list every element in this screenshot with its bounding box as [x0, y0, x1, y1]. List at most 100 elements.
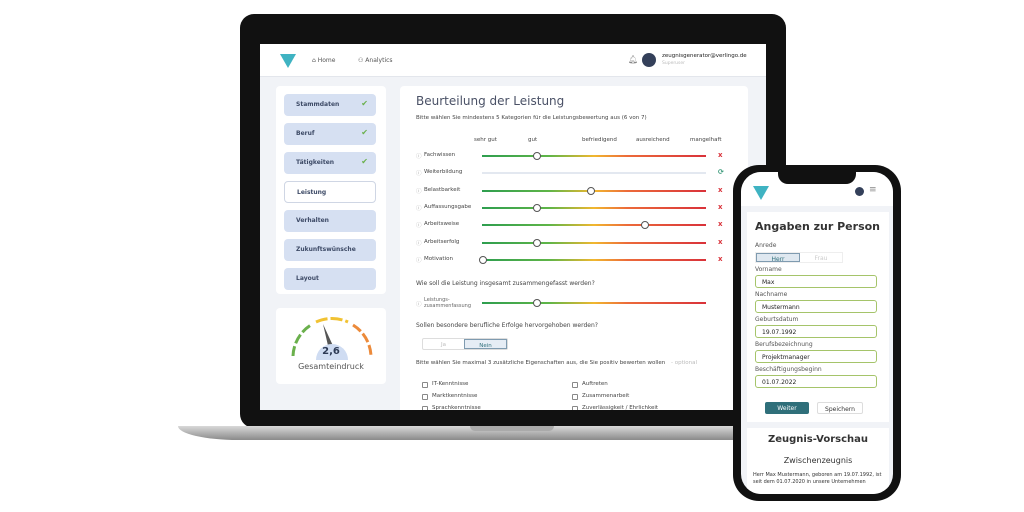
- check-icon: ✔: [361, 157, 368, 166]
- traits-question-wrap: Bitte wählen Sie maximal 3 zusätzliche E…: [416, 360, 741, 367]
- save-button[interactable]: Speichern: [817, 402, 863, 414]
- slider-knob[interactable]: [641, 221, 649, 230]
- remove-icon[interactable]: x: [718, 202, 723, 211]
- user-role: Superuser: [662, 61, 685, 66]
- overall-gauge: 2,6 Gesamteindruck: [276, 308, 386, 384]
- step-1[interactable]: Beruf ✔: [284, 123, 376, 145]
- slider-knob[interactable]: [587, 186, 595, 195]
- anrede-herr[interactable]: Herr: [756, 253, 800, 263]
- step-3[interactable]: Leistung: [284, 181, 376, 203]
- phone-topbar: ≡: [741, 172, 893, 206]
- slider-knob[interactable]: [533, 238, 541, 247]
- rating-slider[interactable]: [482, 221, 706, 230]
- slider-knob[interactable]: [479, 255, 487, 264]
- info-icon: ⓘ: [416, 223, 422, 230]
- rating-slider[interactable]: [482, 172, 706, 175]
- field-input[interactable]: Mustermann: [755, 300, 877, 313]
- performance-panel: Beurteilung der Leistung Bitte wählen Si…: [400, 86, 748, 410]
- optional-hint: - optional: [671, 360, 698, 366]
- category-label: Arbeitsweise: [424, 221, 460, 228]
- preview-title: Zeugnis-Vorschau: [767, 434, 869, 445]
- step-label: Leistung: [297, 189, 327, 196]
- step-label: Stammdaten: [296, 101, 340, 108]
- info-icon: ⓘ: [416, 240, 422, 247]
- person-title: Angaben zur Person: [755, 220, 881, 233]
- preview-subtitle: Zwischenzeugnis: [783, 456, 853, 465]
- remove-icon[interactable]: x: [718, 237, 723, 246]
- remove-icon[interactable]: x: [718, 151, 723, 159]
- field-label: Berufsbezeichnung: [755, 341, 813, 348]
- top-bar: ⌂ Home ⚇ Analytics 🔔︎ zeugnisgenerator@v…: [260, 44, 766, 77]
- anrede-frau[interactable]: Frau: [814, 255, 828, 262]
- step-4[interactable]: Verhalten: [284, 210, 376, 232]
- menu-icon[interactable]: ≡: [869, 185, 877, 195]
- field-input[interactable]: 19.07.1992: [755, 325, 877, 338]
- field-label: Geburtsdatum: [755, 316, 799, 323]
- remove-icon[interactable]: x: [718, 254, 723, 263]
- trait-checkbox[interactable]: [572, 394, 578, 400]
- field-input[interactable]: 01.07.2022: [755, 375, 877, 388]
- trait-checkbox[interactable]: [422, 382, 428, 388]
- step-0[interactable]: Stammdaten ✔: [284, 94, 376, 116]
- anrede-label: Anrede: [755, 242, 777, 249]
- rating-slider[interactable]: [482, 203, 706, 212]
- nav-home[interactable]: ⌂ Home: [312, 57, 336, 64]
- steps-sidebar: Stammdaten ✔ Beruf ✔ Tätigkeiten ✔ Leistung Ver…: [276, 86, 386, 294]
- rating-slider[interactable]: [479, 255, 706, 264]
- field-label: Vorname: [755, 266, 782, 273]
- rating-slider[interactable]: [482, 152, 706, 160]
- slider-knob[interactable]: [533, 299, 541, 307]
- toggle-ja[interactable]: Ja: [441, 342, 446, 348]
- phone-screen: ≡ Angaben zur Person Anrede Herr Frau We…: [741, 172, 893, 494]
- bell-icon[interactable]: 🔔︎: [628, 55, 639, 64]
- home-icon: ⌂: [312, 57, 318, 64]
- info-icon: ⓘ: [416, 188, 422, 195]
- summary-slider[interactable]: [482, 299, 706, 307]
- trait-label: Zusammenarbeit: [582, 393, 630, 399]
- field-input[interactable]: Max: [755, 275, 877, 288]
- anrede-toggle: Herr Frau: [755, 252, 843, 263]
- laptop-screen: ⌂ Home ⚇ Analytics 🔔︎ zeugnisgenerator@v…: [260, 44, 766, 410]
- nav-analytics[interactable]: ⚇ Analytics: [358, 57, 393, 64]
- field-label: Nachname: [755, 291, 788, 298]
- trait-checkbox[interactable]: [572, 382, 578, 388]
- gauge-value: 2,6: [322, 346, 340, 357]
- step-2[interactable]: Tätigkeiten ✔: [284, 152, 376, 174]
- field-input[interactable]: Projektmanager: [755, 350, 877, 363]
- category-label: Weiterbildung: [424, 169, 463, 176]
- avatar[interactable]: [642, 53, 656, 67]
- category-label: Fachwissen: [424, 152, 456, 158]
- instruction: Bitte wählen Sie mindestens 5 Kategorien…: [416, 115, 647, 121]
- success-toggle: Ja Nein: [422, 338, 508, 350]
- success-question: Sollen besondere berufliche Erfolge herv…: [416, 322, 598, 329]
- step-5[interactable]: Zukunftswünsche: [284, 239, 376, 261]
- remove-icon[interactable]: x: [718, 220, 723, 229]
- phone-avatar[interactable]: [855, 187, 864, 196]
- trait-checkbox[interactable]: [422, 406, 428, 410]
- rating-slider[interactable]: [482, 186, 706, 195]
- info-icon: ⓘ: [416, 302, 422, 308]
- trait-checkbox[interactable]: [572, 406, 578, 410]
- step-label: Zukunftswünsche: [296, 246, 356, 253]
- slider-knob[interactable]: [533, 152, 541, 160]
- slider-knob[interactable]: [533, 203, 541, 212]
- restore-icon[interactable]: ⟳: [718, 168, 724, 177]
- gauge-needle: [323, 324, 334, 350]
- trait-label: Sprachkenntnisse: [432, 405, 481, 410]
- page-title: Beurteilung der Leistung: [416, 94, 565, 108]
- remove-icon[interactable]: x: [718, 185, 723, 194]
- logo: [280, 54, 296, 68]
- rating-slider[interactable]: [482, 238, 706, 247]
- step-6[interactable]: Layout: [284, 268, 376, 290]
- gauge-label: Gesamteindruck: [298, 362, 364, 371]
- step-label: Beruf: [296, 130, 315, 137]
- preview-card: Zeugnis-Vorschau Zwischenzeugnis Herr Ma…: [747, 428, 889, 494]
- toggle-nein[interactable]: Nein: [464, 339, 507, 349]
- check-icon: ✔: [361, 128, 368, 137]
- next-button[interactable]: Weiter: [765, 402, 809, 414]
- info-icon: ⓘ: [416, 257, 422, 264]
- summary-question: Wie soll die Leistung insgesamt zusammen…: [416, 280, 595, 287]
- gauge-arc: [291, 317, 373, 360]
- phone-notch: [778, 170, 856, 184]
- trait-checkbox[interactable]: [422, 394, 428, 400]
